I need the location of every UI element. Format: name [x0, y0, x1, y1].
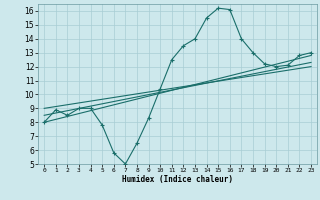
X-axis label: Humidex (Indice chaleur): Humidex (Indice chaleur)	[122, 175, 233, 184]
